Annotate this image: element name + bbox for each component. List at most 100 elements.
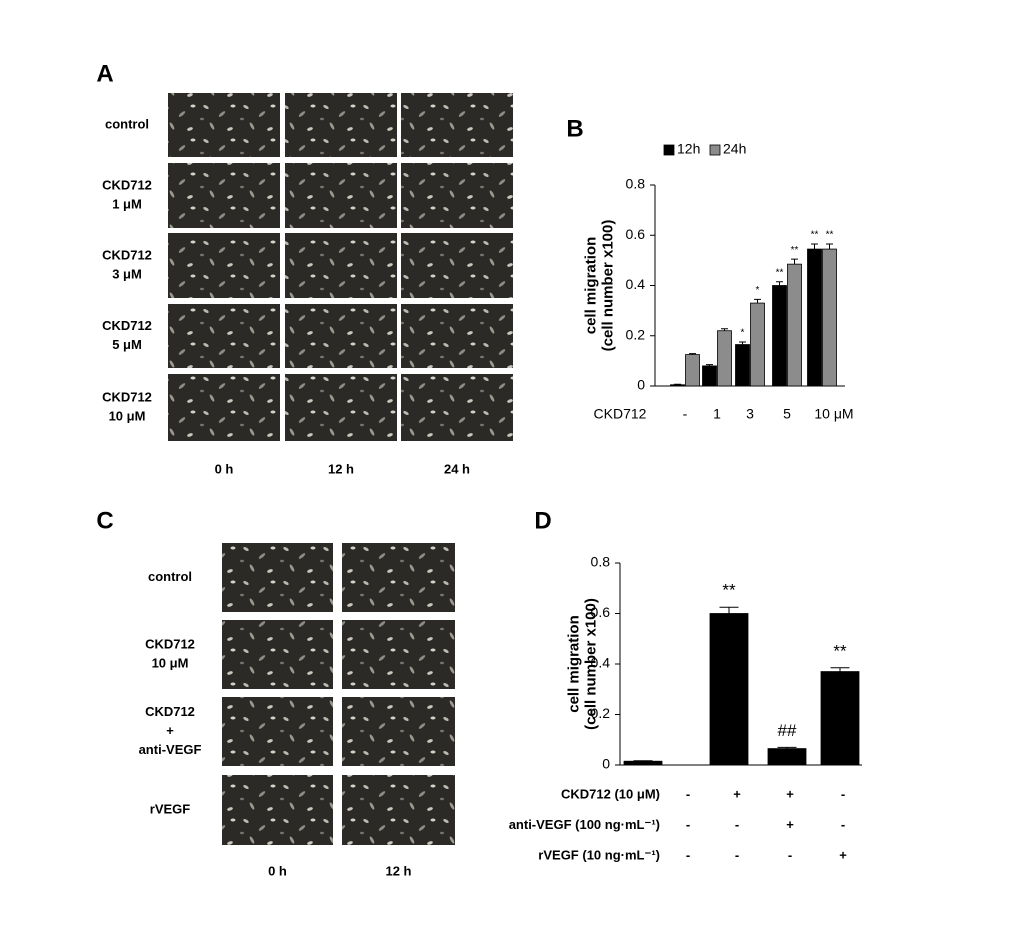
panel-label: A xyxy=(96,60,113,87)
row-label: CKD712 xyxy=(145,704,195,719)
micrograph xyxy=(285,304,397,368)
significance: ** xyxy=(791,245,799,256)
bar xyxy=(807,248,822,387)
y-tick-label: 0.4 xyxy=(591,655,611,671)
condition-sign: - xyxy=(841,817,845,832)
y-tick-label: 0.8 xyxy=(626,176,646,192)
micrograph xyxy=(168,304,280,368)
error-bar xyxy=(674,383,681,385)
row-label: CKD712 xyxy=(145,636,195,651)
bar xyxy=(735,344,750,387)
micrograph xyxy=(401,304,513,368)
micrograph xyxy=(285,374,397,441)
panel-label: C xyxy=(96,507,113,534)
micrograph xyxy=(342,543,455,612)
column-label: 12 h xyxy=(385,863,411,878)
row-label: + xyxy=(166,723,174,738)
micrograph xyxy=(168,233,280,298)
micrograph xyxy=(342,775,455,845)
y-tick-label: 0.2 xyxy=(626,326,646,342)
y-tick-label: 0.4 xyxy=(626,276,646,292)
row-label: 3 μM xyxy=(112,266,142,281)
micrograph xyxy=(222,697,333,766)
y-tick-label: 0.2 xyxy=(591,705,611,721)
micrograph xyxy=(401,93,513,157)
micrograph xyxy=(168,93,280,157)
micrograph xyxy=(401,163,513,228)
panel-label: B xyxy=(566,115,583,142)
y-tick-label: 0.6 xyxy=(626,226,646,242)
x-tick-label: 1 xyxy=(713,406,721,422)
column-label: 12 h xyxy=(328,461,354,476)
x-tick-label: 10 μM xyxy=(814,406,853,422)
panel-label: D xyxy=(534,507,551,534)
condition-sign: - xyxy=(686,817,690,832)
micrograph xyxy=(401,233,513,298)
error-bar xyxy=(721,328,728,331)
y-axis-label: (cell number x100) xyxy=(599,220,616,352)
y-tick-label: 0 xyxy=(602,756,610,772)
significance: ** xyxy=(833,641,847,660)
condition-label: rVEGF (10 ng·mL⁻¹) xyxy=(538,847,660,862)
bar xyxy=(717,330,732,387)
column-label: 0 h xyxy=(215,461,234,476)
condition-sign: - xyxy=(735,847,739,862)
row-label: 10 μM xyxy=(109,408,146,423)
condition-sign: - xyxy=(686,786,690,801)
micrograph xyxy=(285,163,397,228)
bar xyxy=(750,302,765,387)
row-label: CKD712 xyxy=(102,389,152,404)
error-bar xyxy=(689,353,696,355)
bar xyxy=(822,248,837,387)
condition-sign: - xyxy=(841,786,845,801)
significance: * xyxy=(756,285,760,296)
x-axis-label: CKD712 xyxy=(594,406,647,422)
error-bar xyxy=(777,746,797,749)
row-label: anti-VEGF xyxy=(139,742,202,757)
error-bar xyxy=(739,341,746,345)
error-bar xyxy=(776,281,783,286)
x-tick-label: 3 xyxy=(746,406,754,422)
condition-label: CKD712 (10 μM) xyxy=(561,786,660,801)
legend-swatch xyxy=(709,144,721,156)
row-label: CKD712 xyxy=(102,177,152,192)
row-label: control xyxy=(105,116,149,131)
condition-sign: - xyxy=(735,817,739,832)
condition-sign: + xyxy=(786,817,794,832)
row-label: 5 μM xyxy=(112,337,142,352)
bar xyxy=(787,263,802,387)
micrograph xyxy=(222,775,333,845)
significance: ** xyxy=(722,581,736,600)
y-axis-label: cell migration xyxy=(582,237,599,335)
bar xyxy=(767,748,807,766)
significance: * xyxy=(741,328,745,339)
y-axis-label: cell migration xyxy=(565,615,582,713)
row-label: 10 μM xyxy=(152,655,189,670)
column-label: 0 h xyxy=(268,863,287,878)
micrograph xyxy=(401,374,513,441)
y-tick-label: 0.8 xyxy=(591,554,611,570)
condition-label: anti-VEGF (100 ng·mL⁻¹) xyxy=(509,817,660,832)
bar xyxy=(820,671,860,766)
error-bar xyxy=(754,298,761,304)
condition-sign: + xyxy=(839,847,847,862)
micrograph xyxy=(222,620,333,689)
row-label: rVEGF xyxy=(150,801,191,816)
row-label: CKD712 xyxy=(102,318,152,333)
error-bar xyxy=(719,606,739,614)
bar xyxy=(685,354,700,387)
x-tick-label: 5 xyxy=(783,406,791,422)
error-bar xyxy=(811,243,818,250)
y-tick-label: 0 xyxy=(637,377,645,393)
micrograph xyxy=(168,374,280,441)
error-bar xyxy=(826,243,833,250)
significance: ** xyxy=(776,267,784,278)
micrograph xyxy=(342,620,455,689)
micrograph xyxy=(222,543,333,612)
column-label: 24 h xyxy=(444,461,470,476)
error-bar xyxy=(791,258,798,265)
error-bar xyxy=(633,760,653,762)
x-tick-label: - xyxy=(683,406,688,422)
condition-sign: - xyxy=(686,847,690,862)
y-axis-label: (cell number x100) xyxy=(582,598,599,730)
